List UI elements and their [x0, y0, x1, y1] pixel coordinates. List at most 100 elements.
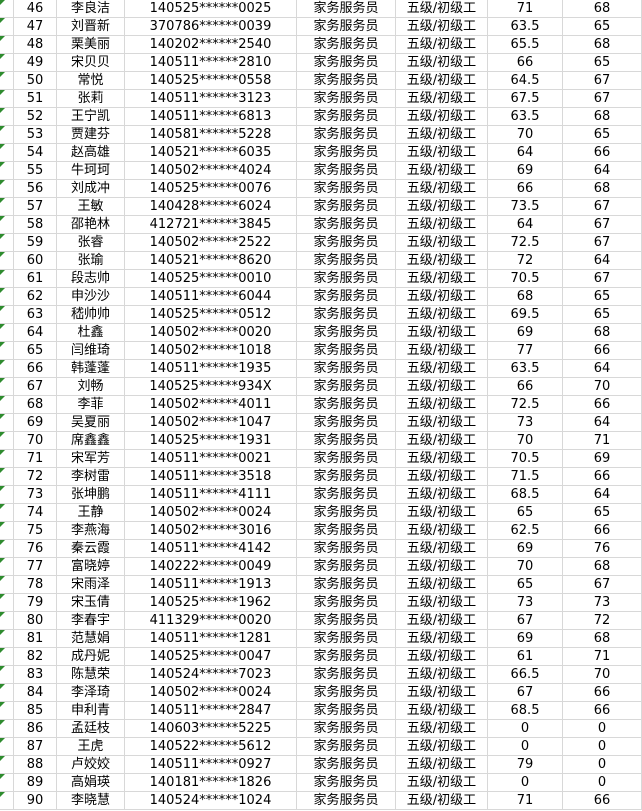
row-number-cell[interactable]: 78	[14, 576, 57, 594]
job-title-cell[interactable]: 家务服务员	[297, 180, 396, 198]
row-number-cell[interactable]: 60	[14, 252, 57, 270]
score1-cell[interactable]: 63.5	[488, 360, 563, 378]
job-title-cell[interactable]: 家务服务员	[297, 612, 396, 630]
row-number-cell[interactable]: 62	[14, 288, 57, 306]
score1-cell[interactable]: 67	[488, 612, 563, 630]
job-title-cell[interactable]: 家务服务员	[297, 414, 396, 432]
name-cell[interactable]: 富晓婷	[57, 558, 125, 576]
name-cell[interactable]: 王宁凯	[57, 108, 125, 126]
job-title-cell[interactable]: 家务服务员	[297, 720, 396, 738]
name-cell[interactable]: 宋玉倩	[57, 594, 125, 612]
name-cell[interactable]: 卢姣姣	[57, 756, 125, 774]
level-cell[interactable]: 五级/初级工	[396, 486, 488, 504]
level-cell[interactable]: 五级/初级工	[396, 666, 488, 684]
score1-cell[interactable]: 66	[488, 180, 563, 198]
id-number-cell[interactable]: 140502******0020	[125, 324, 297, 342]
name-cell[interactable]: 段志帅	[57, 270, 125, 288]
job-title-cell[interactable]: 家务服务员	[297, 576, 396, 594]
score2-cell[interactable]: 64	[563, 414, 642, 432]
flag-cell[interactable]	[0, 720, 14, 738]
name-cell[interactable]: 李燕海	[57, 522, 125, 540]
id-number-cell[interactable]: 140525******0010	[125, 270, 297, 288]
row-number-cell[interactable]: 46	[14, 0, 57, 18]
level-cell[interactable]: 五级/初级工	[396, 792, 488, 810]
row-number-cell[interactable]: 52	[14, 108, 57, 126]
score2-cell[interactable]: 66	[563, 792, 642, 810]
job-title-cell[interactable]: 家务服务员	[297, 54, 396, 72]
level-cell[interactable]: 五级/初级工	[396, 450, 488, 468]
flag-cell[interactable]	[0, 414, 14, 432]
score1-cell[interactable]: 65.5	[488, 36, 563, 54]
flag-cell[interactable]	[0, 306, 14, 324]
score2-cell[interactable]: 76	[563, 540, 642, 558]
job-title-cell[interactable]: 家务服务员	[297, 756, 396, 774]
name-cell[interactable]: 张睿	[57, 234, 125, 252]
row-number-cell[interactable]: 48	[14, 36, 57, 54]
name-cell[interactable]: 嵇帅帅	[57, 306, 125, 324]
id-number-cell[interactable]: 140525******0558	[125, 72, 297, 90]
row-number-cell[interactable]: 54	[14, 144, 57, 162]
score2-cell[interactable]: 72	[563, 612, 642, 630]
job-title-cell[interactable]: 家务服务员	[297, 594, 396, 612]
job-title-cell[interactable]: 家务服务员	[297, 504, 396, 522]
row-number-cell[interactable]: 83	[14, 666, 57, 684]
score1-cell[interactable]: 68.5	[488, 486, 563, 504]
score2-cell[interactable]: 0	[563, 756, 642, 774]
score2-cell[interactable]: 66	[563, 342, 642, 360]
flag-cell[interactable]	[0, 108, 14, 126]
id-number-cell[interactable]: 140511******2810	[125, 54, 297, 72]
row-number-cell[interactable]: 47	[14, 18, 57, 36]
level-cell[interactable]: 五级/初级工	[396, 414, 488, 432]
row-number-cell[interactable]: 74	[14, 504, 57, 522]
job-title-cell[interactable]: 家务服务员	[297, 360, 396, 378]
row-number-cell[interactable]: 57	[14, 198, 57, 216]
level-cell[interactable]: 五级/初级工	[396, 54, 488, 72]
score2-cell[interactable]: 70	[563, 378, 642, 396]
row-number-cell[interactable]: 70	[14, 432, 57, 450]
job-title-cell[interactable]: 家务服务员	[297, 126, 396, 144]
score1-cell[interactable]: 0	[488, 720, 563, 738]
level-cell[interactable]: 五级/初级工	[396, 468, 488, 486]
job-title-cell[interactable]: 家务服务员	[297, 288, 396, 306]
job-title-cell[interactable]: 家务服务员	[297, 648, 396, 666]
row-number-cell[interactable]: 61	[14, 270, 57, 288]
score2-cell[interactable]: 64	[563, 162, 642, 180]
row-number-cell[interactable]: 90	[14, 792, 57, 810]
id-number-cell[interactable]: 140511******2847	[125, 702, 297, 720]
job-title-cell[interactable]: 家务服务员	[297, 702, 396, 720]
score2-cell[interactable]: 66	[563, 468, 642, 486]
row-number-cell[interactable]: 80	[14, 612, 57, 630]
row-number-cell[interactable]: 58	[14, 216, 57, 234]
job-title-cell[interactable]: 家务服务员	[297, 36, 396, 54]
flag-cell[interactable]	[0, 216, 14, 234]
id-number-cell[interactable]: 140511******6044	[125, 288, 297, 306]
flag-cell[interactable]	[0, 234, 14, 252]
id-number-cell[interactable]: 140525******0512	[125, 306, 297, 324]
row-number-cell[interactable]: 65	[14, 342, 57, 360]
job-title-cell[interactable]: 家务服务员	[297, 324, 396, 342]
row-number-cell[interactable]: 71	[14, 450, 57, 468]
job-title-cell[interactable]: 家务服务员	[297, 270, 396, 288]
score2-cell[interactable]: 66	[563, 522, 642, 540]
score2-cell[interactable]: 69	[563, 450, 642, 468]
level-cell[interactable]: 五级/初级工	[396, 648, 488, 666]
score1-cell[interactable]: 63.5	[488, 18, 563, 36]
score2-cell[interactable]: 68	[563, 558, 642, 576]
level-cell[interactable]: 五级/初级工	[396, 756, 488, 774]
score1-cell[interactable]: 66	[488, 54, 563, 72]
score2-cell[interactable]: 68	[563, 0, 642, 18]
level-cell[interactable]: 五级/初级工	[396, 504, 488, 522]
score2-cell[interactable]: 64	[563, 360, 642, 378]
id-number-cell[interactable]: 140521******8620	[125, 252, 297, 270]
flag-cell[interactable]	[0, 198, 14, 216]
level-cell[interactable]: 五级/初级工	[396, 306, 488, 324]
flag-cell[interactable]	[0, 324, 14, 342]
name-cell[interactable]: 孟廷枝	[57, 720, 125, 738]
score2-cell[interactable]: 68	[563, 36, 642, 54]
id-number-cell[interactable]: 140502******4024	[125, 162, 297, 180]
row-number-cell[interactable]: 69	[14, 414, 57, 432]
score1-cell[interactable]: 66.5	[488, 666, 563, 684]
flag-cell[interactable]	[0, 648, 14, 666]
name-cell[interactable]: 李树雷	[57, 468, 125, 486]
job-title-cell[interactable]: 家务服务员	[297, 72, 396, 90]
